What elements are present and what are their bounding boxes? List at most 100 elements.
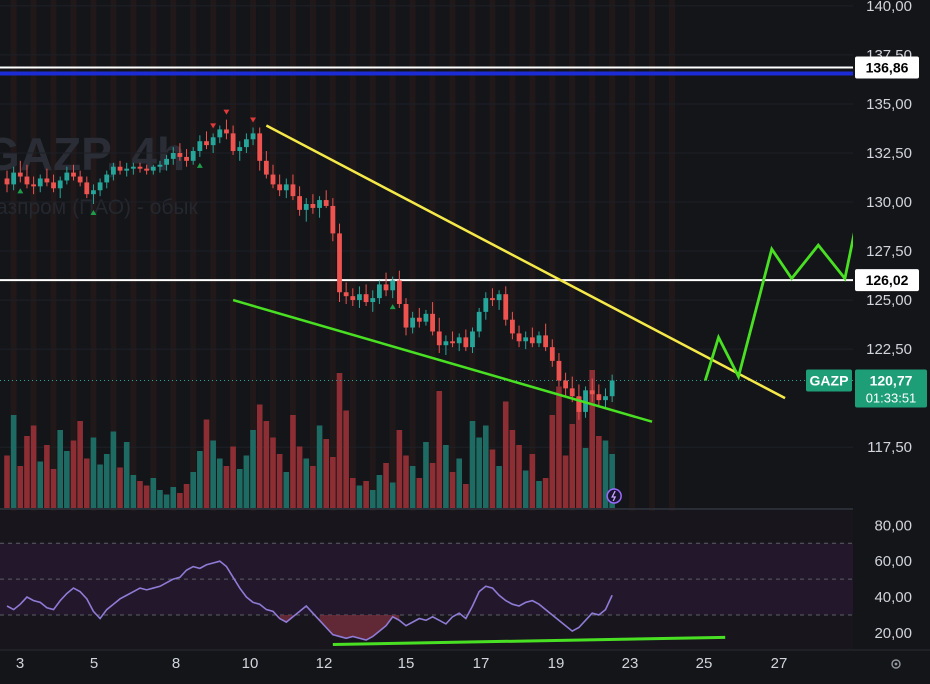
- candle-body: [403, 304, 409, 328]
- date-tick-label: 5: [90, 655, 98, 672]
- volume-bar: [609, 454, 615, 508]
- last-price-tag: 120,77: [870, 373, 913, 389]
- watermark: GAZP, 4h азпром (ПАО) - обык: [0, 128, 198, 219]
- volume-bar: [110, 431, 117, 508]
- session-stripe: [90, 0, 97, 649]
- buy-signal-marker: [196, 162, 203, 168]
- candle-body: [490, 298, 495, 301]
- settings-icon-center: [894, 662, 898, 666]
- buy-signal-marker: [90, 209, 97, 215]
- sell-signal-marker: [223, 109, 230, 115]
- candle-body: [4, 178, 10, 185]
- oscillator-tick-label: 60,00: [874, 553, 912, 570]
- volume-bar: [157, 490, 163, 508]
- volume-bar: [143, 485, 150, 508]
- volume-bar: [123, 442, 130, 508]
- chart-icons: [606, 488, 901, 669]
- volume-bar: [576, 397, 582, 508]
- candle-body: [164, 158, 169, 165]
- session-stripe: [489, 0, 496, 649]
- candle-body: [230, 133, 236, 152]
- candle-body: [576, 396, 582, 412]
- candle-body: [396, 280, 402, 305]
- candle-body: [277, 184, 283, 191]
- session-stripe: [369, 0, 376, 649]
- session-stripe: [10, 0, 17, 649]
- volume-bar: [250, 430, 256, 508]
- session-stripe: [50, 0, 57, 649]
- date-tick-label: 10: [242, 655, 259, 672]
- volume-bar: [310, 466, 316, 508]
- session-stripe: [449, 0, 456, 649]
- session-stripe: [349, 0, 356, 649]
- candle-body: [237, 147, 243, 152]
- date-axis: 3 5 8 10 12 15 17 19 23 25 27: [0, 649, 930, 684]
- session-stripe: [669, 0, 675, 649]
- volume-bar: [343, 410, 349, 508]
- volume-bar: [476, 437, 482, 508]
- session-stripe: [469, 0, 476, 649]
- volume-bar: [230, 446, 236, 508]
- session-stripe: [70, 0, 77, 649]
- upper-level-tag: 136,86: [866, 59, 909, 75]
- candle-body: [569, 388, 575, 397]
- annotations: [232, 84, 887, 647]
- candle-body: [217, 129, 223, 138]
- candle-body: [263, 160, 269, 175]
- sell-signal-marker: [210, 123, 217, 129]
- candle-body: [436, 331, 442, 346]
- candle-body: [51, 182, 56, 189]
- candle-body: [310, 203, 316, 208]
- volume-bar: [529, 454, 536, 508]
- candle-body: [470, 331, 475, 348]
- volume-bar: [549, 415, 556, 508]
- candle-body: [390, 280, 396, 291]
- volume-bar: [469, 421, 476, 508]
- volume-bar: [243, 455, 250, 508]
- volume-bar: [350, 478, 356, 508]
- volume-bar: [50, 469, 57, 508]
- candle-body: [270, 174, 276, 185]
- candle-body: [170, 152, 176, 159]
- volume-bar: [130, 475, 137, 508]
- volume-bar: [383, 463, 389, 508]
- price-tick-label: 140,00: [866, 0, 912, 15]
- volume-bar: [409, 466, 416, 508]
- price-tick-label: 132,50: [866, 145, 912, 162]
- candle-body: [463, 337, 469, 348]
- candle-body: [363, 294, 369, 303]
- volume-bar: [443, 445, 449, 508]
- price-tick-label: 122,50: [866, 341, 912, 358]
- candle-body: [450, 341, 455, 344]
- volume-bar: [456, 458, 462, 508]
- price-axis-bg: [853, 0, 930, 684]
- candle-body: [536, 335, 542, 344]
- candle-body: [323, 200, 329, 206]
- volume-bar: [562, 455, 569, 508]
- volume-bar: [217, 458, 223, 508]
- candle-body: [144, 168, 150, 171]
- volume-bar: [416, 478, 423, 508]
- volume-bar: [389, 482, 396, 508]
- candle-body: [57, 180, 63, 189]
- volume-bar: [24, 436, 30, 508]
- candle-body: [250, 133, 256, 140]
- volume-bar: [64, 451, 70, 508]
- buy-signal-marker: [389, 304, 396, 310]
- volume-bar: [270, 437, 276, 508]
- candle-body: [603, 396, 608, 401]
- session-stripe: [329, 0, 336, 649]
- price-axis: 140,00137,50135,00132,50130,00127,50125,…: [853, 0, 930, 684]
- session-stripe: [150, 0, 157, 649]
- candle-body: [383, 284, 389, 291]
- date-tick-label: 15: [398, 655, 415, 672]
- date-tick-label: 12: [316, 655, 333, 672]
- session-stripe: [170, 0, 177, 649]
- date-tick-label: 17: [473, 655, 490, 672]
- session-stripe: [190, 0, 197, 649]
- oscillator-line: [6, 560, 613, 641]
- candle-body: [456, 337, 462, 344]
- volume-bar: [17, 466, 24, 508]
- date-axis-bg: [0, 650, 930, 684]
